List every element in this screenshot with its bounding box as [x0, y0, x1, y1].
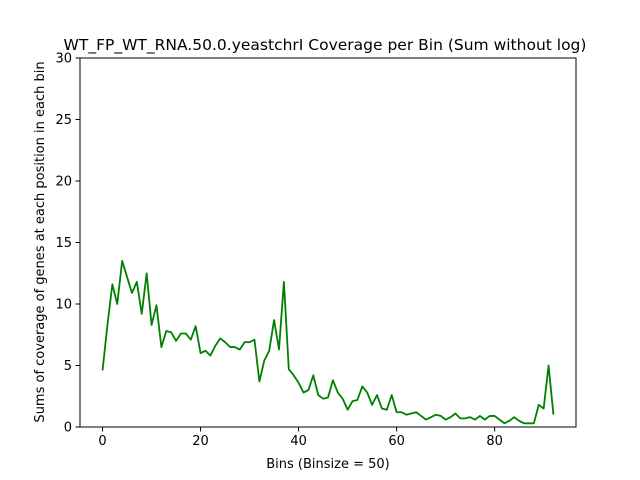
y-axis-label: Sums of coverage of genes at each positi… [33, 61, 48, 422]
x-tick-label: 40 [290, 434, 307, 449]
y-axis-ticks: 0 5 10 15 20 25 30 [55, 52, 80, 436]
y-tick-label: 15 [55, 236, 72, 251]
x-tick-label: 80 [486, 434, 503, 449]
plot-frame [79, 57, 577, 428]
x-axis-ticks: 0 20 40 60 80 [98, 427, 503, 449]
y-tick-label: 30 [55, 52, 72, 67]
series-line-0 [101, 260, 555, 425]
y-tick-label: 20 [55, 175, 72, 190]
y-tick-label: 5 [64, 359, 72, 374]
x-axis-label: Bins (Binsize = 50) [266, 457, 390, 472]
x-tick-label: 60 [388, 434, 405, 449]
y-tick-label: 10 [55, 298, 72, 313]
plot-area [79, 57, 577, 428]
x-tick-label: 0 [98, 434, 106, 449]
chart-title: WT_FP_WT_RNA.50.0.yeastchrI Coverage per… [64, 36, 587, 55]
y-tick-label: 0 [64, 421, 72, 436]
x-tick-label: 20 [192, 434, 209, 449]
y-tick-label: 25 [55, 113, 72, 128]
